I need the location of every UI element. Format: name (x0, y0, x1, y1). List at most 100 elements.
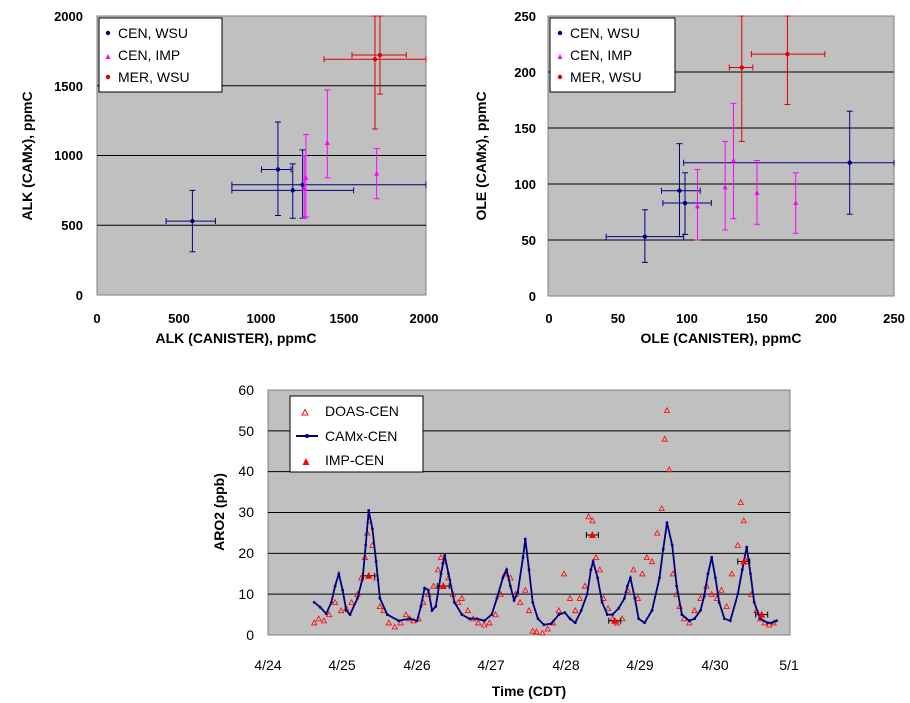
camx-cen-point (752, 600, 756, 604)
y-tick-label: 0 (76, 288, 83, 303)
x-tick-label: 0 (93, 311, 100, 326)
x-tick-label: 4/26 (403, 657, 430, 673)
camx-cen-point (447, 572, 450, 576)
camx-cen-point (617, 607, 620, 610)
data-point (754, 189, 760, 195)
camx-cen-point (670, 543, 674, 547)
legend-marker-cen-imp (105, 54, 111, 59)
doas-cen-point (665, 466, 673, 473)
x-tick-label: 4/25 (328, 657, 355, 673)
camx-cen-point (717, 600, 721, 604)
x-tick-label: 200 (815, 311, 837, 326)
doas-cen-point (544, 625, 551, 632)
doas-cen-point (643, 553, 651, 561)
doas-cen-point (497, 590, 504, 597)
camx-cen-point (341, 588, 344, 592)
camx-cen-point (680, 613, 684, 616)
camx-cen-point (573, 621, 577, 625)
doas-cen-point (737, 498, 745, 505)
doas-cen-point (571, 607, 579, 614)
doas-cen-point (723, 602, 730, 610)
ole-x-ticks: 0 50 100 150 200 250 (545, 311, 904, 326)
camx-cen-point (367, 509, 371, 512)
camx-cen-point (650, 609, 654, 612)
camx-cen-point (482, 619, 486, 623)
camx-cen-point (475, 617, 479, 621)
legend-entry-doas-cen: DOAS-CEN (325, 403, 399, 419)
alk-series-marks (165, 15, 427, 253)
doas-cen-point (434, 566, 442, 573)
alk-legend-box (98, 17, 223, 93)
camx-cen-point (568, 617, 572, 621)
aro2-y-axis-label: ARO2 (ppb) (211, 473, 227, 551)
alk-y-ticks: 0 500 1000 1500 2000 (54, 9, 83, 303)
y-tick-label: 30 (238, 504, 254, 520)
camx-cen-point (710, 556, 714, 559)
legend-entry-cen-wsu: CEN, WSU (570, 25, 640, 41)
camx-cen-point (591, 560, 595, 563)
aro2-legend: DOAS-CEN CAMx-CEN IMP-CEN (289, 395, 424, 473)
camx-cen-point (419, 605, 423, 608)
camx-cen-point (749, 572, 752, 576)
camx-cen-point (512, 598, 516, 602)
camx-cen-point (333, 584, 337, 588)
camx-cen-point (775, 619, 778, 623)
camx-cen-point (329, 600, 333, 604)
y-tick-label: 250 (514, 9, 536, 24)
camx-cen-point (557, 613, 561, 616)
doas-cen-point (596, 566, 604, 573)
camx-cen-point (661, 547, 665, 551)
camx-cen-point (521, 556, 525, 559)
x-tick-label: 50 (611, 311, 625, 326)
y-tick-label: 100 (514, 177, 536, 192)
doas-cen-point (391, 623, 399, 630)
camx-cen-point (527, 568, 531, 572)
x-tick-label: 0 (545, 311, 552, 326)
doas-cen-point (669, 570, 677, 577)
camx-cen-point (579, 609, 583, 612)
ole-y-ticks: 0 50 100 150 200 250 (514, 9, 536, 304)
camx-cen-point (675, 584, 679, 588)
doas-cen-point (454, 598, 462, 605)
camx-cen-point (563, 611, 567, 614)
x-tick-label: 5/1 (779, 657, 799, 673)
camx-cen-point (371, 527, 374, 531)
x-tick-label: 1000 (247, 311, 276, 326)
doas-cen-point (310, 619, 318, 626)
camx-cen-point (611, 613, 614, 616)
camx-cen-point (501, 576, 505, 580)
doas-cen-point (630, 566, 637, 573)
doas-cen-point (402, 611, 410, 618)
doas-cen-point (555, 607, 563, 614)
data-point (374, 170, 380, 176)
legend-entry-mer-wsu: MER, WSU (570, 69, 642, 85)
legend-marker-imp-cen (302, 458, 310, 465)
imp-cen-point (740, 557, 748, 565)
doas-cen-point (325, 611, 333, 618)
doas-cen-point (697, 594, 704, 601)
doas-cen-point (604, 605, 612, 612)
doas-cen-point (589, 517, 596, 524)
y-tick-label: 1500 (54, 79, 83, 94)
camx-cen-point (728, 619, 732, 623)
legend-marker-camx-cen (305, 434, 309, 438)
doas-cen-point (486, 619, 493, 626)
data-point (677, 188, 682, 193)
camx-cen-point (600, 600, 604, 604)
camx-cen-line (313, 510, 777, 626)
data-point (785, 51, 790, 57)
alk-y-axis-label: ALK (CAMx), ppmC (19, 91, 35, 220)
camx-cen-point (665, 521, 669, 525)
x-tick-label: 4/30 (701, 657, 728, 673)
camx-cen-point (508, 584, 512, 588)
aro2-chart: 0 10 20 30 40 50 60 4/24 4/25 4/26 4/27 … (211, 382, 799, 699)
y-tick-label: 60 (238, 382, 254, 398)
doas-cen-point (566, 594, 574, 601)
alk-x-ticks: 0 500 1000 1500 2000 (93, 311, 438, 326)
doas-cen-point (691, 607, 698, 614)
imp-cen-point (588, 530, 596, 538)
camx-cen-point (312, 600, 316, 604)
legend-entry-cen-wsu: CEN, WSU (118, 25, 188, 41)
x-tick-label: 2000 (410, 311, 439, 326)
data-point (290, 188, 295, 193)
